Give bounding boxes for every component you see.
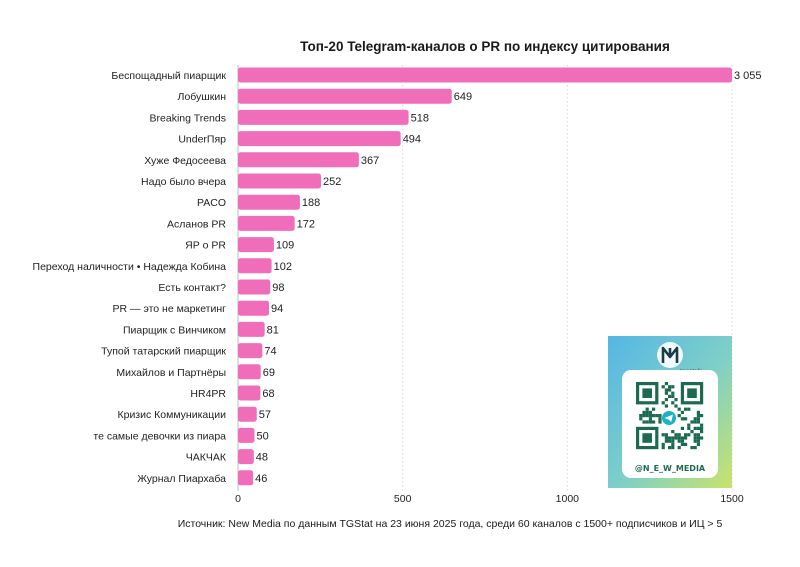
bars <box>238 67 732 486</box>
bar <box>238 449 254 465</box>
value-label: 68 <box>262 388 274 400</box>
value-label: 518 <box>411 112 429 124</box>
value-label: 367 <box>361 155 379 167</box>
category-label: Есть контакт? <box>158 282 226 294</box>
category-label: PR — это не маркетинг <box>113 303 227 315</box>
category-label: Кризис Коммуникации <box>117 409 226 421</box>
category-label: те самые девочки из пиара <box>93 430 226 442</box>
bar <box>238 215 295 231</box>
category-label: Хуже Федосеева <box>144 155 226 167</box>
category-label: HR4PR <box>190 388 226 400</box>
category-label: Переход наличности • Надежда Кобина <box>33 261 227 273</box>
bar <box>238 470 254 486</box>
category-label: Пиарщик с Винчиком <box>123 324 226 336</box>
x-tick-labels: 0 500 1000 1500 <box>235 493 744 505</box>
value-label: 172 <box>297 218 315 230</box>
value-label: 74 <box>264 346 276 358</box>
qr-handle[interactable]: @N_E_W_MEDIA <box>635 464 706 473</box>
bar <box>238 109 409 125</box>
qr-code[interactable] <box>636 382 704 450</box>
category-label: ЯР о PR <box>185 240 226 252</box>
value-label: 649 <box>454 91 472 103</box>
x-tick-label: 1500 <box>720 493 744 505</box>
category-label: ЧАКЧАК <box>186 452 227 464</box>
category-labels: Беспощадный пиарщик Лобушкин Breaking Tren… <box>33 70 227 485</box>
value-label: 48 <box>256 452 268 464</box>
category-label: Михайлов и Партнёры <box>116 367 226 379</box>
bar <box>238 88 452 104</box>
category-label: Беспощадный пиарщик <box>111 70 226 82</box>
bar <box>238 173 321 189</box>
bar <box>238 385 261 401</box>
bar <box>238 194 300 210</box>
bar <box>238 152 359 168</box>
value-label: 3 055 <box>734 70 762 82</box>
value-label: 188 <box>302 197 320 209</box>
value-label: 81 <box>267 324 279 336</box>
bar <box>238 364 261 380</box>
category-label: Breaking Trends <box>150 112 226 124</box>
bar <box>238 237 274 253</box>
value-label: 494 <box>403 134 421 146</box>
value-label: 57 <box>259 409 271 421</box>
value-label: 94 <box>271 303 283 315</box>
bar <box>238 406 257 422</box>
bar <box>238 343 263 359</box>
promo-qr-card[interactable]: New Media @N_E_W_MEDIA <box>608 336 732 488</box>
bar <box>238 67 732 83</box>
category-label: Лобушкин <box>178 91 227 103</box>
x-tick-label: 500 <box>394 493 412 505</box>
value-label: 98 <box>272 282 284 294</box>
bar <box>238 300 269 316</box>
value-label: 109 <box>276 240 294 252</box>
category-label: Тупой татарский пиарщик <box>101 346 226 358</box>
bar <box>238 258 272 274</box>
x-tick-label: 0 <box>235 493 241 505</box>
telegram-icon <box>662 411 676 425</box>
value-label: 252 <box>323 176 341 188</box>
chart-title: Топ-20 Telegram-каналов о PR по индексу … <box>300 39 670 54</box>
x-tick-label: 1000 <box>556 493 580 505</box>
source-note: Источник: New Media по данным TGStat на … <box>178 518 723 530</box>
category-label: Асланов PR <box>167 218 226 230</box>
category-label: UnderПяр <box>178 134 226 146</box>
value-label: 102 <box>274 261 292 273</box>
bar <box>238 131 401 147</box>
category-label: Надо было вчера <box>141 176 226 188</box>
value-label: 46 <box>255 473 267 485</box>
category-label: Журнал Пиархаба <box>137 473 226 485</box>
category-label: PACO <box>197 197 226 209</box>
value-label: 50 <box>256 430 268 442</box>
bar <box>238 427 255 443</box>
value-label: 69 <box>263 367 275 379</box>
bar <box>238 321 265 337</box>
bar <box>238 279 271 295</box>
